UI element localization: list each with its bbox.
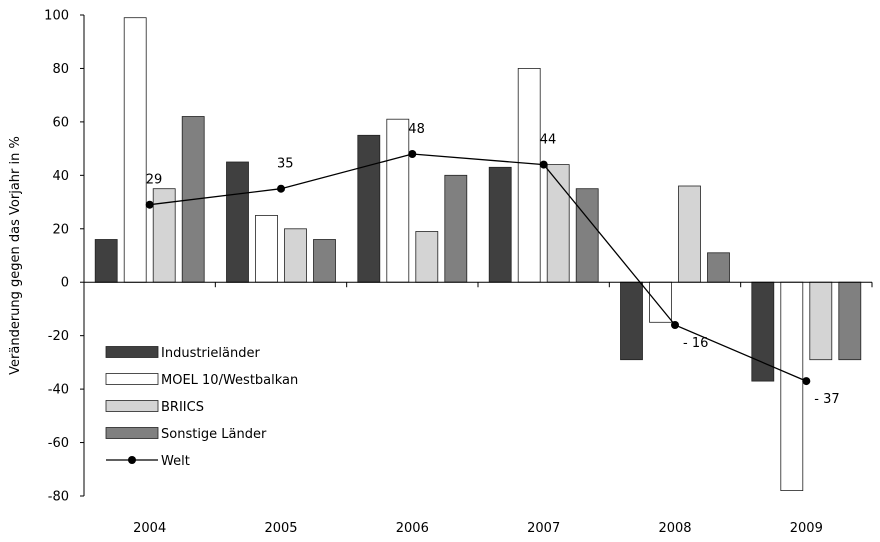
welt-point-2004 xyxy=(145,200,154,209)
welt-label-2009: - 37 xyxy=(814,392,839,407)
bar-2009-series-2 xyxy=(780,281,804,492)
y-tick-label: 100 xyxy=(44,9,69,24)
legend-swatch-series-4 xyxy=(105,427,159,439)
bar-2004-series-2 xyxy=(123,17,147,283)
x-tick-label: 2004 xyxy=(133,521,166,536)
bar-2005-series-2 xyxy=(255,214,278,283)
bar-2008-series-1 xyxy=(620,281,643,361)
bar-2006-series-4 xyxy=(444,174,468,283)
welt-label-2006: 48 xyxy=(408,122,425,137)
x-tick-label: 2009 xyxy=(790,521,823,536)
legend-swatch-series-1 xyxy=(105,346,159,358)
labels-layer: 29 35 48 44 - 16 - 37 xyxy=(146,122,840,407)
legend-layer: Industrieländer MOEL 10/Westbalkan BRIICS S… xyxy=(105,346,298,469)
y-tick-label: 0 xyxy=(61,276,69,291)
y-tick-label: 20 xyxy=(52,222,69,237)
legend-label-series-1: Industrieländer xyxy=(161,346,260,361)
welt-label-2004: 29 xyxy=(146,173,163,188)
legend-swatch-series-3 xyxy=(105,400,159,412)
x-tick-label: 2005 xyxy=(264,521,297,536)
bar-2006-series-1 xyxy=(357,134,381,283)
x-tick-label: 2007 xyxy=(527,521,560,536)
bar-2004-series-1 xyxy=(94,239,118,283)
welt-point-2008 xyxy=(671,321,679,329)
bar-2009-series-3 xyxy=(809,281,833,361)
welt-label-2007: 44 xyxy=(540,133,557,148)
welt-point-2007 xyxy=(539,160,548,169)
bar-2007-series-1 xyxy=(488,166,512,283)
y-tick-label: 60 xyxy=(52,115,69,130)
x-tick-label: 2008 xyxy=(658,521,691,536)
bar-2006-series-2 xyxy=(386,118,410,283)
legend-label-welt: Welt xyxy=(161,454,190,469)
bar-2007-series-2 xyxy=(517,68,541,283)
bar-2008-series-3 xyxy=(678,185,701,283)
welt-point-2005 xyxy=(277,184,285,193)
bar-2007-series-4 xyxy=(575,188,599,283)
y-tick-label: -40 xyxy=(48,383,69,398)
legend-label-series-3: BRIICS xyxy=(161,400,204,415)
legend-swatch-series-2 xyxy=(105,373,159,385)
welt-line xyxy=(149,153,807,382)
bar-2008-series-4 xyxy=(707,252,730,283)
bar-2005-series-3 xyxy=(284,228,307,283)
y-tick-label: -80 xyxy=(48,490,69,505)
welt-label-2008: - 16 xyxy=(683,336,708,351)
line-layer xyxy=(145,150,811,386)
legend-marker-welt xyxy=(128,456,136,464)
x-tick-label: 2006 xyxy=(396,521,429,536)
y-tick-label: -60 xyxy=(48,436,69,451)
axes-layer: 100 80 60 40 20 0 -20 -40 -60 -80 2004 2005 2006 2007… xyxy=(8,9,873,536)
welt-point-2009 xyxy=(802,377,811,386)
legend-label-series-2: MOEL 10/Westbalkan xyxy=(161,373,298,388)
bars-layer xyxy=(94,17,862,492)
bar-2009-series-4 xyxy=(838,281,862,361)
y-tick-label: 40 xyxy=(52,169,69,184)
y-tick-label: -20 xyxy=(48,329,69,344)
y-axis-title: Veränderung gegen das Vorjahr in % xyxy=(8,136,23,375)
bar-2005-series-4 xyxy=(313,239,336,283)
welt-point-2006 xyxy=(408,150,417,158)
bar-2005-series-1 xyxy=(226,161,249,283)
bar-2006-series-3 xyxy=(415,231,439,283)
y-tick-label: 80 xyxy=(52,62,69,77)
legend-label-series-4: Sonstige Länder xyxy=(161,427,267,442)
welt-label-2005: 35 xyxy=(277,157,294,172)
